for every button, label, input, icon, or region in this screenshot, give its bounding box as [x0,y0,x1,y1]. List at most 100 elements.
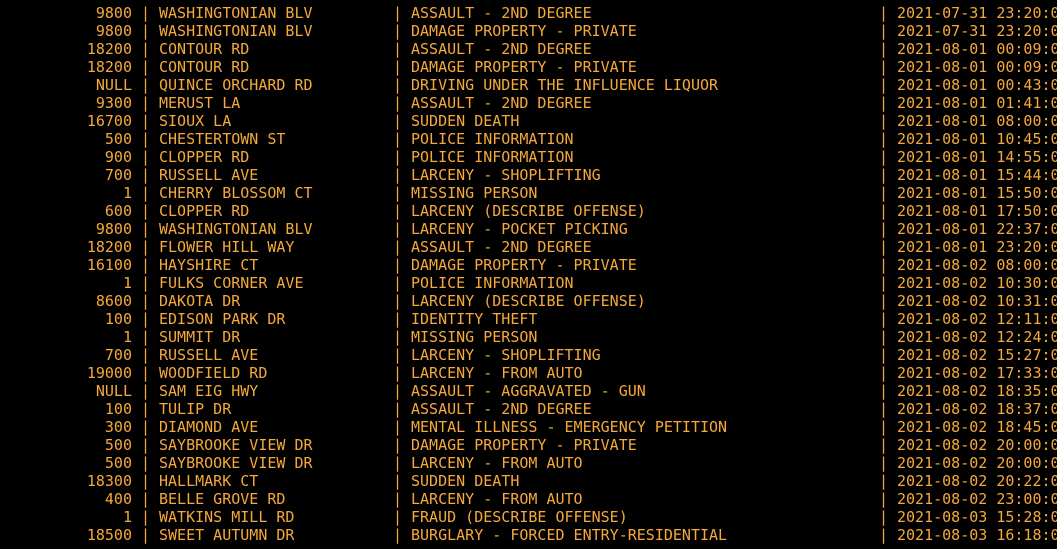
column-separator: | [878,58,889,76]
table-row: 18200 | CONTOUR RD | DAMAGE PROPERTY - PRIVA… [6,58,1057,76]
incident-datetime: 2021-08-02 20:22:00 [897,472,1057,490]
table-row: 16700 | SIOUX LA | SUDDEN DEATH | 2021-08-01 0… [6,112,1057,130]
street-name: CLOPPER RD [159,148,250,166]
column-separator: | [140,472,151,490]
street-number: 500 [104,454,132,472]
street-name: WOODFIELD RD [159,364,268,382]
incident-datetime: 2021-08-02 17:33:00 [897,364,1057,382]
offense-description: POLICE INFORMATION [411,148,574,166]
incident-datetime: 2021-08-01 15:50:00 [897,184,1057,202]
column-separator: | [392,508,403,526]
column-separator: | [392,418,403,436]
table-row: 9800 | WASHINGTONIAN BLV | LARCENY - POCKET … [6,220,1057,238]
street-name: BELLE GROVE RD [159,490,286,508]
table-row: 9300 | MERUST LA | ASSAULT - 2ND DEGREE | 2021… [6,94,1057,112]
street-name: RUSSELL AVE [159,166,259,184]
offense-description: SUDDEN DEATH [411,472,520,490]
column-separator: | [392,346,403,364]
column-separator: | [878,364,889,382]
table-row: 19000 | WOODFIELD RD | LARCENY - FROM AUTO | 2… [6,364,1057,382]
table-row: 500 | SAYBROOKE VIEW DR | LARCENY - FROM AUT… [6,454,1057,472]
incident-datetime: 2021-08-02 20:00:00 [897,454,1057,472]
column-separator: | [140,292,151,310]
street-name: HAYSHIRE CT [159,256,259,274]
column-separator: | [392,364,403,382]
table-row: 100 | EDISON PARK DR | IDENTITY THEFT | 2021-0… [6,310,1057,328]
column-separator: | [878,328,889,346]
street-name: SIOUX LA [159,112,232,130]
incident-datetime: 2021-08-02 20:00:00 [897,436,1057,454]
column-separator: | [878,130,889,148]
street-number: 9300 [95,94,132,112]
incident-datetime: 2021-08-01 22:37:00 [897,220,1057,238]
table-row: 9800 | WASHINGTONIAN BLV | DAMAGE PROPERTY -… [6,22,1057,40]
table-row: 1 | WATKINS MILL RD | FRAUD (DESCRIBE OFFENS… [6,508,1057,526]
column-separator: | [140,436,151,454]
column-separator: | [878,4,889,22]
offense-description: ASSAULT - 2ND DEGREE [411,400,592,418]
street-number: 500 [104,436,132,454]
offense-description: DAMAGE PROPERTY - PRIVATE [411,22,637,40]
street-name: SWEET AUTUMN DR [159,526,295,544]
table-row: 1 | FULKS CORNER AVE | POLICE INFORMATION | 20… [6,274,1057,292]
column-separator: | [392,22,403,40]
offense-description: POLICE INFORMATION [411,274,574,292]
incident-datetime: 2021-08-01 01:41:00 [897,94,1057,112]
offense-description: MISSING PERSON [411,184,538,202]
offense-description: LARCENY - SHOPLIFTING [411,346,601,364]
column-separator: | [878,454,889,472]
street-name: WASHINGTONIAN BLV [159,4,313,22]
street-name: FULKS CORNER AVE [159,274,304,292]
column-separator: | [392,94,403,112]
street-number: 300 [104,418,132,436]
offense-description: DAMAGE PROPERTY - PRIVATE [411,256,637,274]
column-separator: | [878,400,889,418]
street-name: SAYBROOKE VIEW DR [159,454,313,472]
column-separator: | [878,490,889,508]
column-separator: | [392,382,403,400]
table-row: NULL | QUINCE ORCHARD RD | DRIVING UNDER THE… [6,76,1057,94]
offense-description: MISSING PERSON [411,328,538,346]
offense-description: LARCENY (DESCRIBE OFFENSE) [411,292,646,310]
column-separator: | [140,22,151,40]
street-number: 8600 [95,292,132,310]
table-row: 1 | CHERRY BLOSSOM CT | MISSING PERSON | 2021-… [6,184,1057,202]
offense-description: ASSAULT - AGGRAVATED - GUN [411,382,646,400]
column-separator: | [878,436,889,454]
column-separator: | [392,202,403,220]
incident-datetime: 2021-08-02 15:27:00 [897,346,1057,364]
column-separator: | [878,202,889,220]
table-row: 9800 | WASHINGTONIAN BLV | ASSAULT - 2ND DEG… [6,4,1057,22]
column-separator: | [878,22,889,40]
column-separator: | [392,454,403,472]
incident-datetime: 2021-07-31 23:20:00 [897,4,1057,22]
column-separator: | [140,220,151,238]
street-number: 18500 [86,526,132,544]
incident-datetime: 2021-08-01 00:09:00 [897,58,1057,76]
table-row: 600 | CLOPPER RD | LARCENY (DESCRIBE OFFENSE… [6,202,1057,220]
column-separator: | [392,220,403,238]
column-separator: | [392,238,403,256]
street-name: WATKINS MILL RD [159,508,295,526]
incident-datetime: 2021-08-01 08:00:00 [897,112,1057,130]
column-separator: | [878,346,889,364]
street-name: CONTOUR RD [159,58,250,76]
offense-description: ASSAULT - 2ND DEGREE [411,94,592,112]
offense-description: ASSAULT - 2ND DEGREE [411,238,592,256]
table-row: 500 | CHESTERTOWN ST | POLICE INFORMATION | 20… [6,130,1057,148]
table-row: 18500 | SWEET AUTUMN DR | BURGLARY - FORCED … [6,526,1057,544]
offense-description: DAMAGE PROPERTY - PRIVATE [411,436,637,454]
street-name: DAKOTA DR [159,292,241,310]
offense-description: DAMAGE PROPERTY - PRIVATE [411,58,637,76]
column-separator: | [392,274,403,292]
street-name: MERUST LA [159,94,241,112]
column-separator: | [140,166,151,184]
incident-datetime: 2021-08-03 15:28:00 [897,508,1057,526]
column-separator: | [878,472,889,490]
street-name: SAYBROOKE VIEW DR [159,436,313,454]
street-number: 1 [122,184,132,202]
column-separator: | [392,292,403,310]
street-name: CONTOUR RD [159,40,250,58]
incident-datetime: 2021-08-02 18:37:00 [897,400,1057,418]
street-name: SUMMIT DR [159,328,241,346]
